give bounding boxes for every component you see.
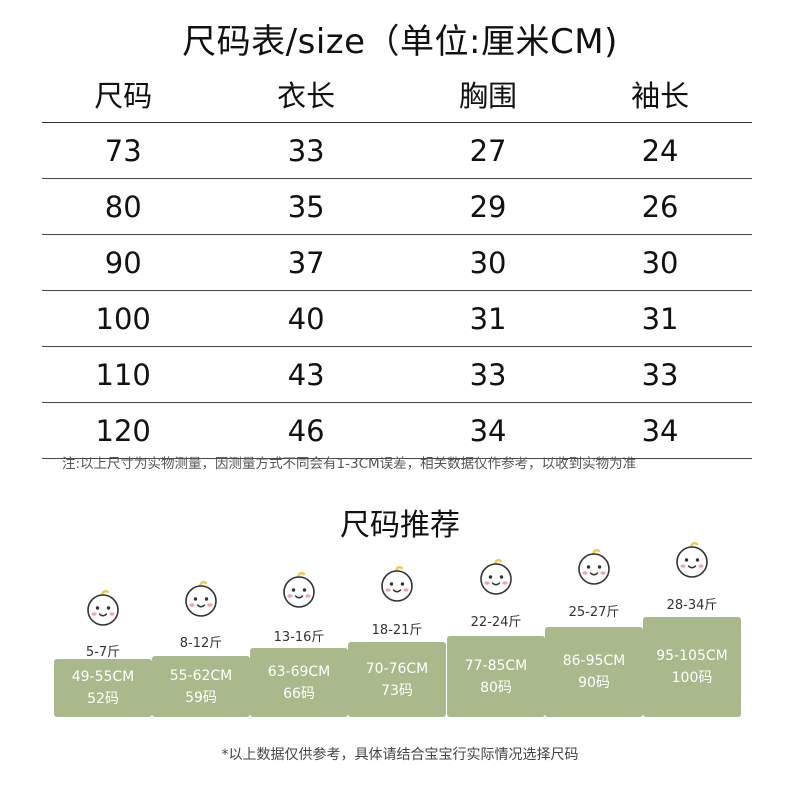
size-card: 95-105CM 100码 [643,617,741,717]
size-card: 70-76CM 73码 [348,642,446,717]
cell-chest: 31 [407,290,569,347]
baby-face-icon [578,549,610,585]
size-card: 77-85CM 80码 [447,636,545,717]
weight-label: 18-21斤 [371,623,423,638]
table-row: 90 37 30 30 [42,234,752,291]
cell-length: 33 [204,122,408,179]
baby-face-icon [283,572,315,608]
height-range: 77-85CM [464,657,528,674]
table-row: 120 46 34 34 [42,402,752,459]
cell-length: 35 [204,178,408,235]
cell-chest: 29 [407,178,569,235]
cell-size: 120 [42,402,205,459]
weight-label: 25-27斤 [568,605,620,620]
table-header-row: 尺码 衣长 胸围 袖长 [42,66,752,123]
size-value: 52码 [87,691,119,707]
size-card: 49-55CM 52码 [54,659,152,717]
baby-face-icon [185,581,217,617]
size-card: 63-69CM 66码 [250,648,348,717]
cell-length: 40 [204,290,408,347]
recommend-item: 28-34斤 95-105CM 100码 [643,0,741,800]
header-size: 尺码 [42,66,205,123]
cell-sleeve: 24 [568,122,752,179]
weight-label: 8-12斤 [179,636,223,651]
cell-sleeve: 33 [568,346,752,403]
cell-length: 43 [204,346,408,403]
cell-sleeve: 34 [568,402,752,459]
weight-label: 13-16斤 [273,630,325,645]
cell-sleeve: 30 [568,234,752,291]
recommend-item: 8-12斤 55-62CM 59码 [152,0,250,800]
height-range: 49-55CM [71,669,135,685]
size-table: 尺码 衣长 胸围 袖长 73 33 27 24 80 35 29 26 90 3… [42,66,752,459]
cell-size: 100 [42,290,205,347]
recommend-item: 25-27斤 86-95CM 90码 [545,0,643,800]
cell-size: 110 [42,346,205,403]
height-range: 63-69CM [267,663,331,680]
height-range: 95-105CM [656,648,728,664]
cell-sleeve: 26 [568,178,752,235]
recommend-title: 尺码推荐 [340,508,460,543]
cell-size: 90 [42,234,205,291]
baby-face-icon [381,566,413,602]
table-row: 80 35 29 26 [42,178,752,235]
baby-face-icon [676,542,708,578]
weight-label: 5-7斤 [85,645,121,660]
recommend-item: 13-16斤 63-69CM 66码 [250,0,348,800]
header-length: 衣长 [204,66,408,123]
baby-face-icon [480,559,512,595]
cell-length: 46 [204,402,408,459]
cell-sleeve: 31 [568,290,752,347]
footer-note: *以上数据仅供参考，具体请结合宝宝行实际情况选择尺码 [221,747,579,763]
header-sleeve: 袖长 [568,66,752,123]
cell-size: 80 [42,178,205,235]
height-range: 55-62CM [169,667,233,684]
cell-chest: 27 [407,122,569,179]
height-range: 86-95CM [562,653,626,669]
size-value: 66码 [283,685,315,702]
weight-label: 28-34斤 [666,598,718,613]
recommend-item: 22-24斤 77-85CM 80码 [447,0,545,800]
measurement-note: 注:以上尺寸为实物测量，因测量方式不同会有1-3CM误差，相关数据仅作参考，以收… [62,456,637,472]
recommend-item: 18-21斤 70-76CM 73码 [348,0,446,800]
cell-length: 37 [204,234,408,291]
cell-chest: 34 [407,402,569,459]
cell-chest: 30 [407,234,569,291]
page-title: 尺码表/size（单位:厘米CM) [182,22,618,62]
size-value: 73码 [381,682,413,699]
header-chest: 胸围 [407,66,569,123]
baby-face-icon [87,590,119,626]
cell-size: 73 [42,122,205,179]
size-value: 100码 [671,670,713,686]
table-row: 100 40 31 31 [42,290,752,347]
table-row: 110 43 33 33 [42,346,752,403]
size-card: 86-95CM 90码 [545,627,643,717]
recommend-item: 5-7斤 49-55CM 52码 [54,0,152,800]
size-value: 90码 [578,675,610,691]
table-row: 73 33 27 24 [42,122,752,179]
size-value: 59码 [185,689,217,706]
size-card: 55-62CM 59码 [152,656,250,717]
cell-chest: 33 [407,346,569,403]
weight-label: 22-24斤 [470,615,522,630]
size-value: 80码 [480,679,512,696]
height-range: 70-76CM [365,660,429,677]
